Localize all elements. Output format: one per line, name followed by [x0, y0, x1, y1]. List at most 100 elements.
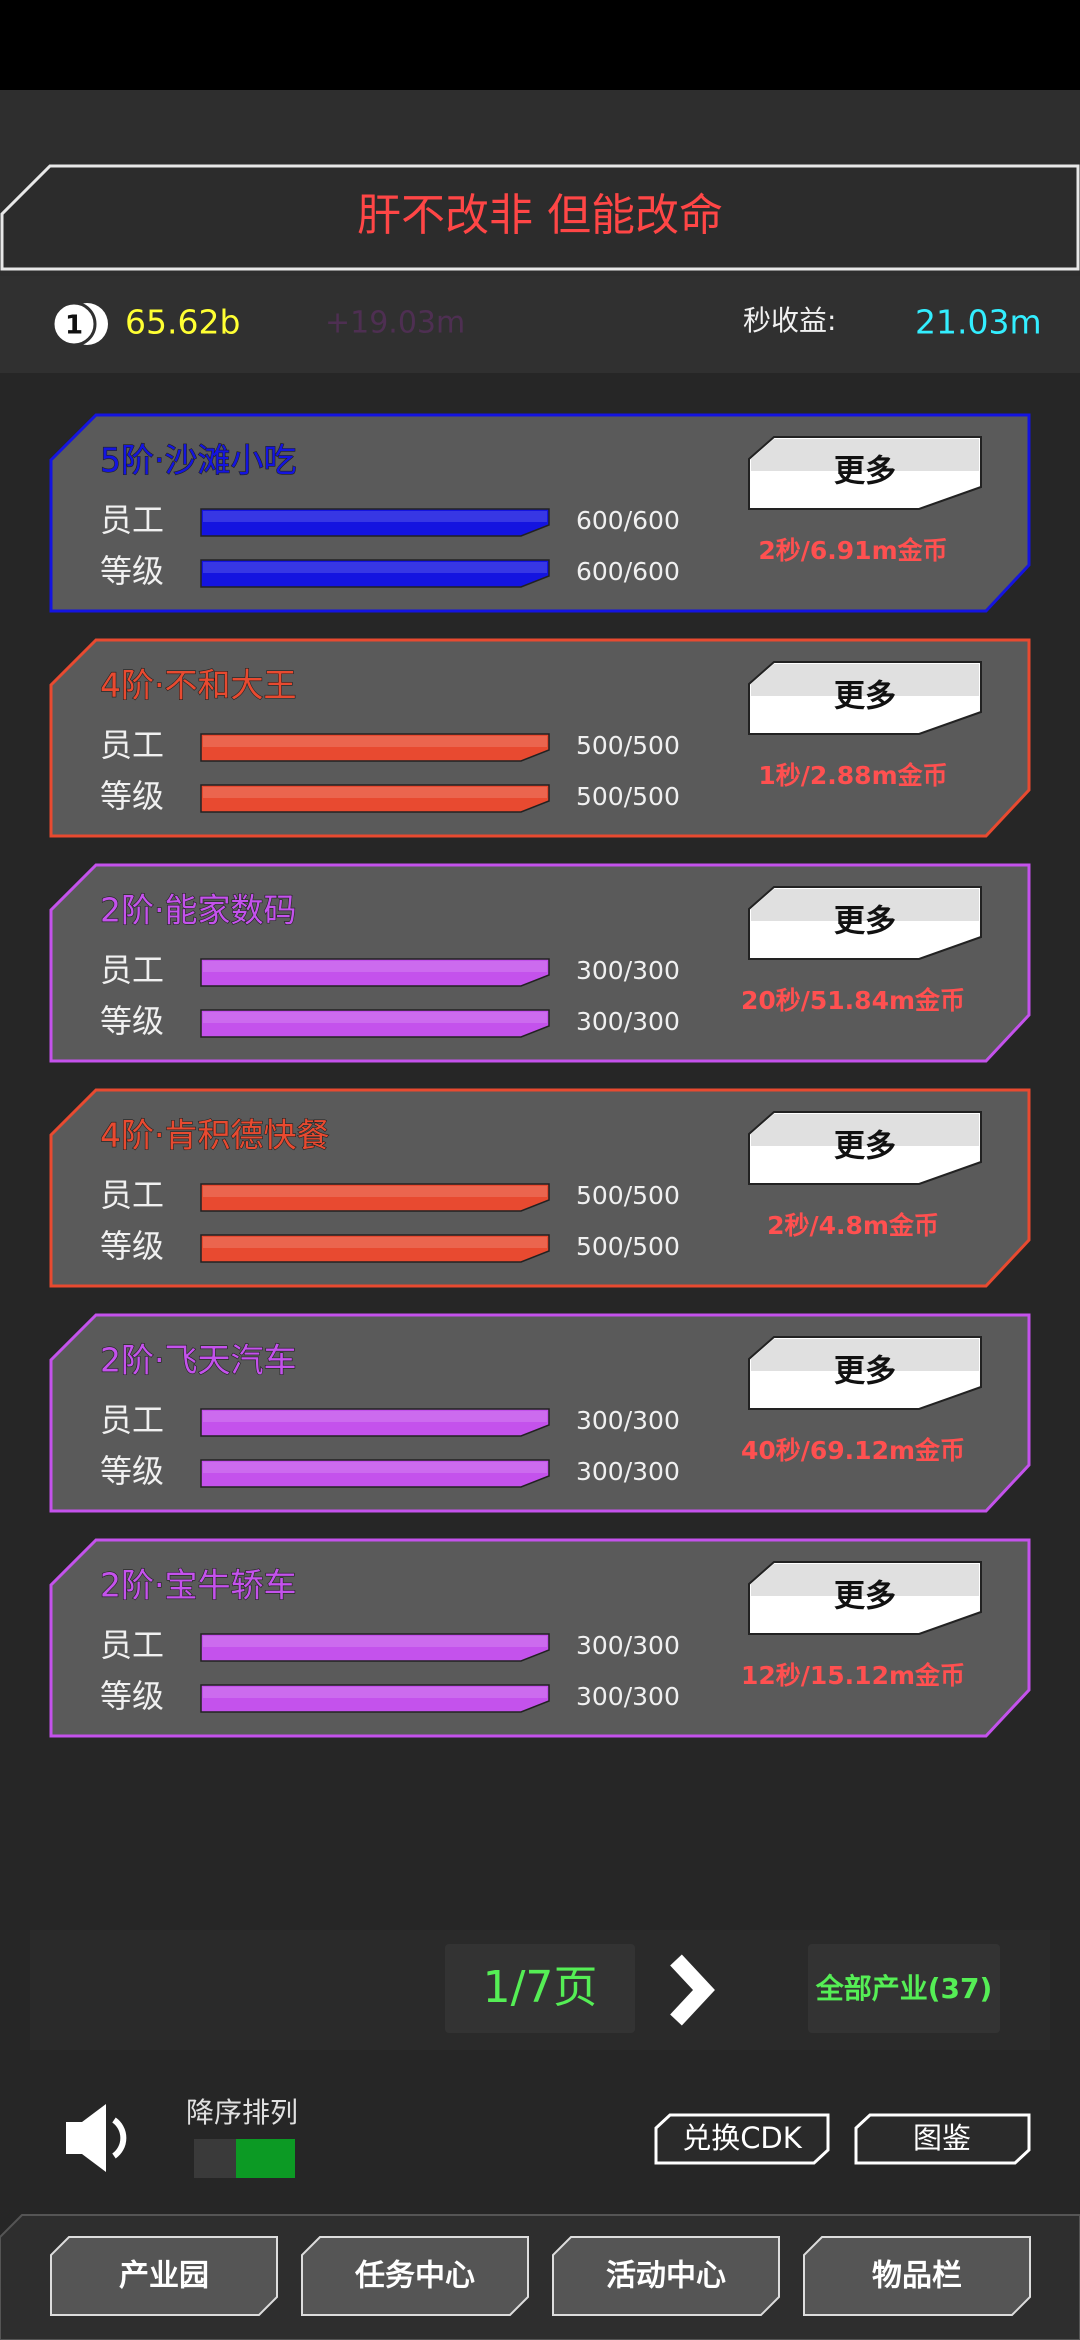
all-industries-button[interactable] [808, 1944, 1000, 2033]
progress-bar [200, 559, 550, 588]
sound-button[interactable] [66, 2104, 127, 2172]
progress-bar [200, 784, 550, 813]
more-label: 更多 [834, 1129, 896, 1165]
progress-bar [200, 1009, 550, 1038]
progress-bar [200, 1684, 550, 1713]
income: 40秒/69.12m金币 [741, 1436, 965, 1465]
tab-button[interactable] [301, 2236, 529, 2316]
industry-name: 2阶·能家数码 [100, 891, 297, 930]
tab-label: 物品栏 [872, 2259, 962, 2294]
cdk-button[interactable] [654, 2113, 830, 2165]
row-value: 500/500 [576, 782, 680, 811]
more-button-top [751, 1114, 979, 1146]
income: 2秒/6.91m金币 [758, 536, 947, 565]
more-button-top [751, 1564, 979, 1596]
row-label: 员工 [100, 1176, 164, 1214]
more-button-top [751, 889, 979, 921]
progress-bar [200, 733, 550, 762]
more-label: 更多 [834, 679, 896, 715]
progress-bar [200, 1234, 550, 1263]
progress-shine [203, 1237, 547, 1248]
title: 肝不改非 但能改命 [357, 190, 723, 241]
row-label: 等级 [100, 1452, 164, 1490]
progress-shine [203, 1411, 547, 1422]
tab-button[interactable] [552, 2236, 780, 2316]
more-label: 更多 [834, 904, 896, 940]
more-button-top [751, 439, 979, 471]
progress-bar [200, 1408, 550, 1437]
income: 1秒/2.88m金币 [758, 761, 947, 790]
speaker-wave [112, 2117, 127, 2159]
all-industries: 全部产业(37) [815, 1972, 993, 2005]
more-button-top [751, 1339, 979, 1371]
row-label: 等级 [100, 552, 164, 590]
industry-name: 5阶·沙滩小吃 [100, 441, 297, 480]
row-label: 等级 [100, 1227, 164, 1265]
tab-button[interactable] [50, 2236, 278, 2316]
tabs: 产业园 任务中心 活动中心 物品栏 [50, 2236, 1031, 2316]
progress-bar [200, 1633, 550, 1662]
row-value: 300/300 [576, 1406, 680, 1435]
more-label: 更多 [834, 1579, 896, 1615]
progress-bar [200, 1459, 550, 1488]
row-value: 500/500 [576, 731, 680, 760]
more-button-top [751, 664, 979, 696]
coins: 65.62b [125, 303, 240, 342]
per-second: 21.03m [915, 303, 1042, 342]
row-label: 员工 [100, 1626, 164, 1664]
row-label: 等级 [100, 777, 164, 815]
row-value: 300/300 [576, 1457, 680, 1486]
row-value: 600/600 [576, 506, 680, 535]
progress-shine [203, 736, 547, 747]
tab-button[interactable] [803, 2236, 1031, 2316]
progress-shine [203, 1687, 547, 1698]
income: 20秒/51.84m金币 [741, 986, 965, 1015]
progress-shine [203, 562, 547, 573]
speaker [66, 2104, 106, 2172]
row-label: 等级 [100, 1002, 164, 1040]
atlas-button[interactable] [854, 2113, 1031, 2165]
tab-label: 活动中心 [606, 2259, 726, 2294]
row-label: 员工 [100, 951, 164, 989]
row-value: 300/300 [576, 956, 680, 985]
industry-name: 4阶·不和大王 [100, 666, 297, 705]
row-label: 员工 [100, 726, 164, 764]
row-value: 500/500 [576, 1181, 680, 1210]
progress-shine [203, 1462, 547, 1473]
gain: +19.03m [325, 306, 465, 341]
industry-name: 4阶·肯积德快餐 [100, 1116, 330, 1155]
row-value: 300/300 [576, 1631, 680, 1660]
progress-bar [200, 508, 550, 537]
row-label: 员工 [100, 501, 164, 539]
more-label: 更多 [834, 1354, 896, 1390]
income: 12秒/15.12m金币 [741, 1661, 965, 1690]
row-label: 等级 [100, 1677, 164, 1715]
progress-shine [203, 511, 547, 522]
sort-label: 降序排列 [186, 2096, 298, 2129]
progress-shine [203, 961, 547, 972]
per-second-label: 秒收益: [743, 304, 836, 337]
row-value: 600/600 [576, 557, 680, 586]
income: 2秒/4.8m金币 [767, 1211, 939, 1240]
next-page[interactable] [670, 1954, 715, 2026]
stats-bar [0, 276, 1080, 373]
tab-label: 产业园 [119, 2259, 209, 2294]
industry-name: 2阶·飞天汽车 [100, 1341, 297, 1380]
coin-icon [51, 301, 97, 347]
progress-bar [200, 1183, 550, 1212]
more-label: 更多 [834, 454, 896, 490]
coin-icon-label: 1 [65, 311, 83, 341]
sort-toggle-on [236, 2139, 295, 2178]
page-indicator: 1/7页 [483, 1962, 598, 2013]
progress-shine [203, 1012, 547, 1023]
page-box [445, 1944, 635, 2033]
